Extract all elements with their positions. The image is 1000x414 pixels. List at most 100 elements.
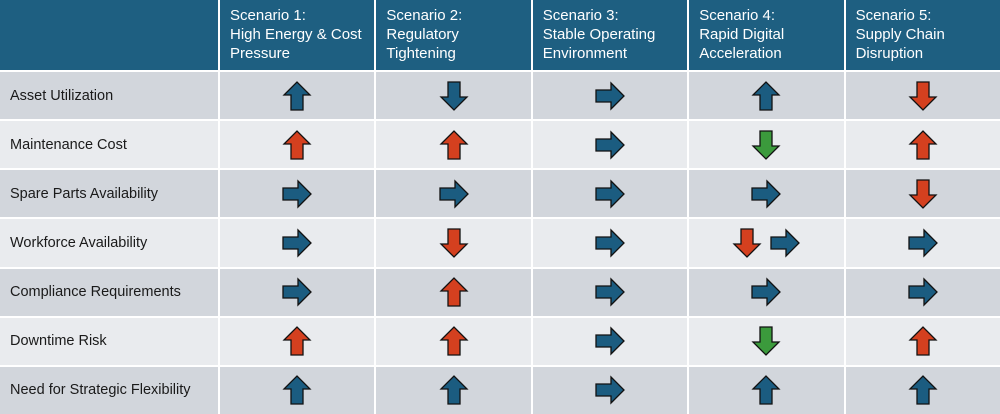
impact-cell: [376, 317, 531, 365]
trend-arrow: [595, 179, 625, 209]
scenario-name: Stable Operating Environment: [542, 26, 656, 62]
impact-cell: [220, 219, 375, 267]
impact-cell: [532, 170, 688, 218]
arrow-shape: [282, 326, 312, 356]
scenario-name: Regulatory Tightening: [386, 26, 459, 62]
column-header: Scenario 2: Regulatory Tightening: [376, 0, 531, 70]
trend-arrow: [908, 228, 938, 258]
row-header: Compliance Requirements: [0, 268, 218, 316]
trend-arrow: [751, 130, 781, 160]
arrow-shape: [282, 228, 313, 258]
arrow-shape: [439, 375, 469, 406]
impact-cell: [532, 219, 688, 267]
trend-arrow: [282, 228, 313, 258]
trend-arrow: [595, 375, 625, 405]
arrow-shape: [439, 228, 469, 258]
trend-arrow: [595, 228, 625, 258]
impact-cell: [376, 268, 531, 316]
trend-arrow: [438, 179, 469, 209]
impact-cell: [532, 268, 688, 316]
arrow-shape: [732, 228, 762, 258]
impact-cell: [845, 366, 1000, 414]
trend-arrow: [282, 326, 312, 356]
impact-cell: [845, 317, 1000, 365]
trend-arrow: [908, 80, 938, 111]
arrow-shape: [751, 179, 782, 209]
arrow-shape: [595, 80, 625, 111]
impact-cell: [220, 366, 375, 414]
impact-cell: [689, 317, 844, 365]
impact-cell: [845, 268, 1000, 316]
arrow-shape: [770, 228, 801, 258]
scenario-label: Scenario 5:: [855, 7, 932, 24]
arrow-shape: [751, 326, 781, 357]
impact-cell: [689, 366, 844, 414]
arrow-shape: [595, 179, 625, 209]
arrow-shape: [282, 80, 312, 111]
arrow-shape: [282, 179, 313, 209]
impact-cell: [845, 219, 1000, 267]
scenario-label: Scenario 2:: [386, 7, 463, 24]
impact-cell: [689, 72, 844, 120]
arrow-shape: [439, 129, 469, 160]
arrow-shape: [595, 326, 625, 356]
impact-cell: [220, 170, 375, 218]
scenario-name: Rapid Digital Acceleration: [699, 26, 785, 62]
trend-arrow: [908, 129, 938, 160]
trend-arrow: [282, 129, 312, 160]
trend-arrow: [751, 179, 782, 209]
arrow-shape: [595, 130, 625, 160]
trend-arrow: [439, 228, 469, 258]
impact-cell: [689, 170, 844, 218]
arrow-shape: [595, 277, 625, 307]
trend-arrow: [439, 326, 469, 356]
trend-arrow: [282, 277, 313, 307]
arrow-shape: [282, 277, 313, 307]
row-header: Asset Utilization: [0, 72, 218, 120]
scenario-name: Supply Chain Disruption: [855, 26, 945, 62]
impact-cell: [532, 121, 688, 169]
arrow-shape: [908, 80, 938, 111]
trend-arrow: [908, 326, 938, 356]
arrow-shape: [595, 375, 625, 405]
scenario-name: High Energy & Cost Pressure: [230, 26, 362, 62]
impact-cell: [220, 72, 375, 120]
impact-cell: [220, 268, 375, 316]
impact-cell: [532, 72, 688, 120]
row-header: Workforce Availability: [0, 219, 218, 267]
column-header: Scenario 4: Rapid Digital Acceleration: [689, 0, 844, 70]
arrow-shape: [908, 326, 938, 356]
column-header: Scenario 5: Supply Chain Disruption: [845, 0, 1000, 70]
trend-arrow: [732, 228, 762, 258]
trend-arrow: [770, 228, 801, 258]
column-header: Scenario 1: High Energy & Cost Pressure: [220, 0, 375, 70]
impact-cell: [532, 317, 688, 365]
row-header: Maintenance Cost: [0, 121, 218, 169]
trend-arrow: [751, 80, 781, 111]
trend-arrow: [908, 179, 938, 209]
row-header: Spare Parts Availability: [0, 170, 218, 218]
column-header: Scenario 3: Stable Operating Environment: [532, 0, 688, 70]
trend-arrow: [439, 277, 469, 307]
impact-cell: [845, 72, 1000, 120]
corner-cell: [0, 0, 218, 70]
impact-cell: [376, 366, 531, 414]
impact-cell: [689, 121, 844, 169]
trend-arrow: [751, 277, 782, 307]
arrow-shape: [751, 130, 781, 160]
scenario-label: Scenario 3:: [542, 7, 619, 24]
arrow-shape: [751, 80, 781, 111]
impact-cell: [845, 121, 1000, 169]
impact-cell: [376, 170, 531, 218]
arrow-shape: [282, 129, 312, 160]
arrow-shape: [908, 129, 938, 160]
arrow-shape: [439, 80, 469, 111]
trend-arrow: [282, 179, 313, 209]
trend-arrow: [439, 80, 469, 111]
impact-cell: [689, 219, 844, 267]
trend-arrow: [439, 129, 469, 160]
trend-arrow: [595, 277, 625, 307]
impact-cell: [376, 121, 531, 169]
trend-arrow: [595, 326, 625, 356]
impact-cell: [376, 219, 531, 267]
